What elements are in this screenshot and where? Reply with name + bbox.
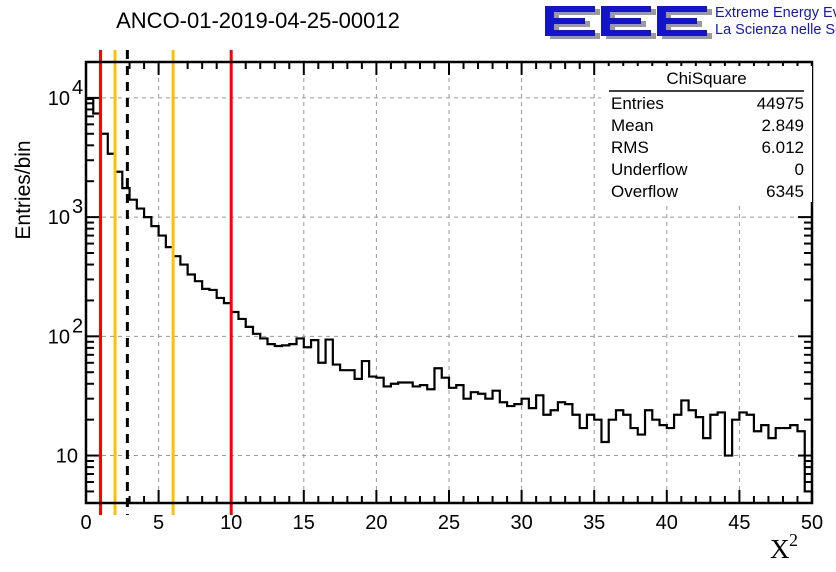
stats-row-value: 2.849: [761, 116, 804, 135]
svg-text:10: 10: [48, 88, 70, 110]
logo-line-1: Extreme Energy Events: [715, 5, 836, 21]
x-axis-label: X: [770, 534, 790, 564]
stats-row-label: Underflow: [611, 160, 688, 179]
x-tick-label: 20: [365, 512, 387, 534]
svg-text:10: 10: [48, 326, 70, 348]
svg-text:3: 3: [72, 196, 83, 218]
y-tick-label: 10 2: [48, 315, 83, 348]
logo-line-2: La Scienza nelle Scuole: [715, 22, 836, 38]
x-tick-label: 45: [728, 512, 750, 534]
x-tick-label: 50: [801, 512, 823, 534]
x-tick-label: 35: [583, 512, 605, 534]
stats-row-value: 6.012: [761, 138, 804, 157]
svg-text:2: 2: [72, 315, 83, 337]
y-tick-label: 10: [56, 446, 78, 468]
x-tick-label: 10: [220, 512, 242, 534]
x-tick-label: 15: [293, 512, 315, 534]
stats-row-label: Entries: [611, 94, 664, 113]
svg-text:4: 4: [72, 77, 83, 99]
stats-row-value: 0: [795, 160, 804, 179]
histogram-curve: [86, 97, 814, 503]
stats-row-label: RMS: [611, 138, 649, 157]
stats-box-header: ChiSquare: [666, 69, 746, 88]
stats-row-label: Overflow: [611, 182, 679, 201]
y-axis-label: Entries/bin: [12, 140, 35, 239]
x-tick-label: 25: [438, 512, 460, 534]
eee-logo-mark: [545, 6, 712, 39]
x-tick-label: 5: [153, 512, 164, 534]
svg-text:10: 10: [48, 207, 70, 229]
y-tick-label: 10 4: [48, 77, 83, 110]
x-tick-label: 30: [510, 512, 532, 534]
x-tick-label: 40: [656, 512, 678, 534]
stats-row-value: 44975: [757, 94, 804, 113]
stats-row-value: 6345: [766, 182, 804, 201]
y-tick-label: 10 3: [48, 196, 83, 229]
svg-text:10: 10: [56, 446, 78, 468]
stats-box-bg: [601, 66, 812, 202]
x-axis-label-exponent: 2: [789, 530, 798, 550]
stats-row-label: Mean: [611, 116, 654, 135]
plot-frame: [84, 60, 814, 505]
x-tick-label: 0: [80, 512, 91, 534]
page-title: ANCO-01-2019-04-25-00012: [116, 8, 400, 33]
